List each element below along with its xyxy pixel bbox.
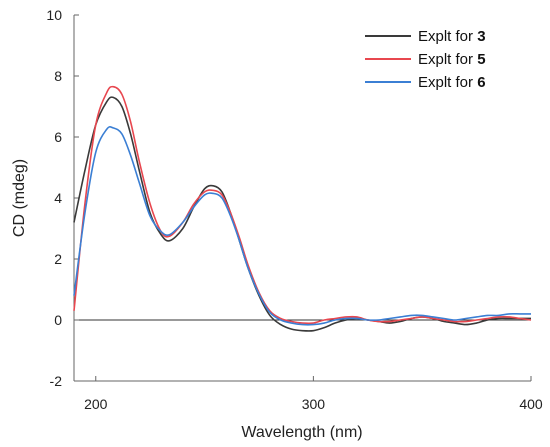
y-tick-label: 4	[54, 190, 62, 206]
y-tick-label: 0	[54, 312, 62, 328]
x-tick-label: 300	[302, 396, 326, 412]
y-axis-ticks: -2 0 2 4 6 8 10	[46, 7, 79, 389]
legend-label-3: Explt for 3	[418, 28, 486, 45]
legend-item-3: Explt for 3	[365, 28, 486, 45]
legend: Explt for 3 Explt for 5 Explt for 6	[365, 28, 486, 91]
y-tick-label: 6	[54, 129, 62, 145]
y-tick-label: 10	[46, 7, 62, 23]
legend-label-6: Explt for 6	[418, 74, 486, 91]
legend-label-5: Explt for 5	[418, 51, 486, 68]
series-line-3	[73, 96, 531, 332]
x-axis-ticks: 200 300 400	[84, 376, 543, 412]
y-tick-label: -2	[50, 373, 63, 389]
x-tick-label: 200	[84, 396, 108, 412]
series-line-5	[73, 85, 532, 325]
legend-item-6: Explt for 6	[365, 74, 486, 91]
series-line-6	[73, 126, 531, 326]
y-axis-title: CD (mdeg)	[11, 159, 28, 237]
series-layer	[73, 85, 532, 332]
y-tick-label: 8	[54, 68, 62, 84]
y-tick-label: 2	[54, 251, 62, 267]
x-tick-label: 400	[519, 396, 543, 412]
legend-item-5: Explt for 5	[365, 51, 486, 68]
x-axis-title: Wavelength (nm)	[241, 424, 362, 441]
